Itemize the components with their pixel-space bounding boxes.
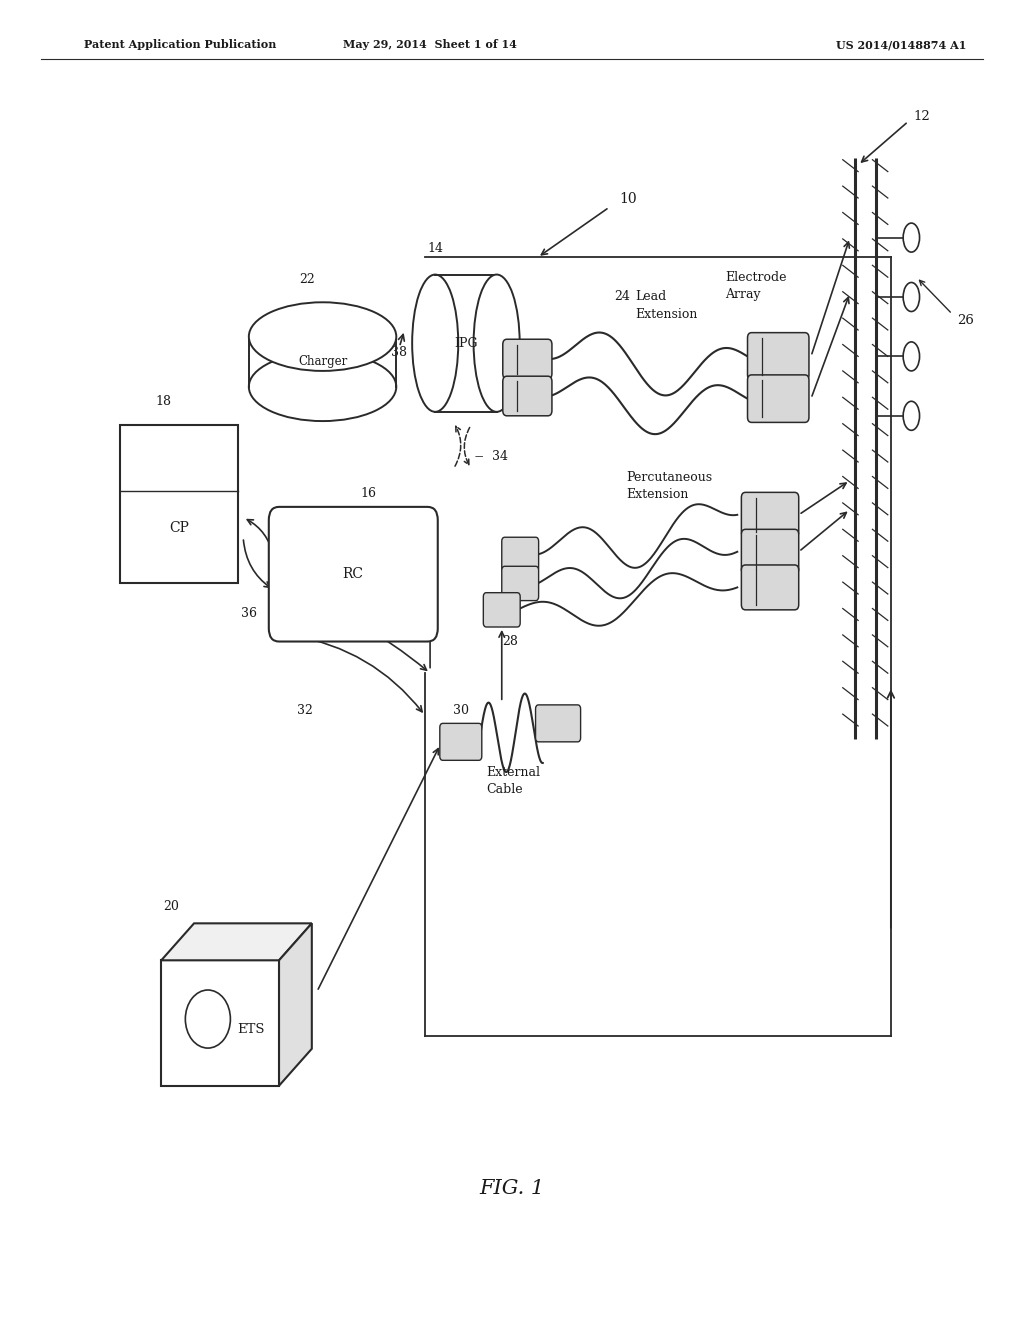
- FancyBboxPatch shape: [121, 425, 238, 583]
- Text: 32: 32: [297, 704, 313, 717]
- Text: 18: 18: [156, 395, 172, 408]
- Text: 36: 36: [241, 607, 257, 620]
- FancyBboxPatch shape: [483, 593, 520, 627]
- Text: FIG. 1: FIG. 1: [479, 1179, 545, 1197]
- Ellipse shape: [412, 275, 459, 412]
- FancyBboxPatch shape: [748, 333, 809, 380]
- Text: Lead: Lead: [635, 290, 667, 304]
- FancyBboxPatch shape: [741, 529, 799, 574]
- Text: CP: CP: [169, 521, 189, 535]
- Text: Patent Application Publication: Patent Application Publication: [84, 40, 276, 50]
- Text: 12: 12: [913, 110, 930, 123]
- Polygon shape: [279, 924, 311, 1085]
- Text: US 2014/0148874 A1: US 2014/0148874 A1: [836, 40, 967, 50]
- FancyBboxPatch shape: [503, 339, 552, 379]
- Text: 16: 16: [360, 487, 377, 500]
- Ellipse shape: [249, 352, 396, 421]
- Text: —: —: [475, 453, 483, 461]
- Text: Charger: Charger: [298, 355, 347, 368]
- Text: May 29, 2014  Sheet 1 of 14: May 29, 2014 Sheet 1 of 14: [343, 40, 517, 50]
- Text: 38: 38: [391, 346, 408, 359]
- Text: ETS: ETS: [238, 1023, 264, 1036]
- FancyBboxPatch shape: [268, 507, 437, 642]
- Text: Array: Array: [725, 288, 761, 301]
- Text: Cable: Cable: [486, 783, 523, 796]
- Text: 10: 10: [620, 193, 637, 206]
- Text: 14: 14: [427, 242, 443, 255]
- Ellipse shape: [903, 223, 920, 252]
- FancyBboxPatch shape: [536, 705, 581, 742]
- Ellipse shape: [249, 302, 396, 371]
- Text: IPG: IPG: [455, 337, 477, 350]
- Text: Extension: Extension: [635, 308, 697, 321]
- Ellipse shape: [903, 342, 920, 371]
- FancyBboxPatch shape: [741, 492, 799, 537]
- Text: 26: 26: [957, 314, 974, 327]
- FancyBboxPatch shape: [748, 375, 809, 422]
- Text: 24: 24: [613, 290, 630, 304]
- Text: Percutaneous: Percutaneous: [627, 471, 713, 484]
- FancyBboxPatch shape: [503, 376, 552, 416]
- Text: 30: 30: [453, 704, 469, 717]
- Text: 28: 28: [502, 635, 518, 648]
- Text: 22: 22: [299, 273, 315, 286]
- Ellipse shape: [903, 401, 920, 430]
- Ellipse shape: [903, 282, 920, 312]
- Polygon shape: [162, 961, 279, 1085]
- Text: Extension: Extension: [627, 488, 689, 502]
- FancyBboxPatch shape: [502, 566, 539, 601]
- FancyBboxPatch shape: [440, 723, 481, 760]
- Text: 20: 20: [163, 900, 179, 913]
- Circle shape: [185, 990, 230, 1048]
- Ellipse shape: [473, 275, 519, 412]
- Text: RC: RC: [343, 568, 364, 581]
- FancyBboxPatch shape: [741, 565, 799, 610]
- Text: Electrode: Electrode: [725, 271, 786, 284]
- Text: External: External: [486, 766, 541, 779]
- Polygon shape: [162, 924, 311, 961]
- FancyBboxPatch shape: [502, 537, 539, 572]
- Text: 34: 34: [492, 450, 508, 463]
